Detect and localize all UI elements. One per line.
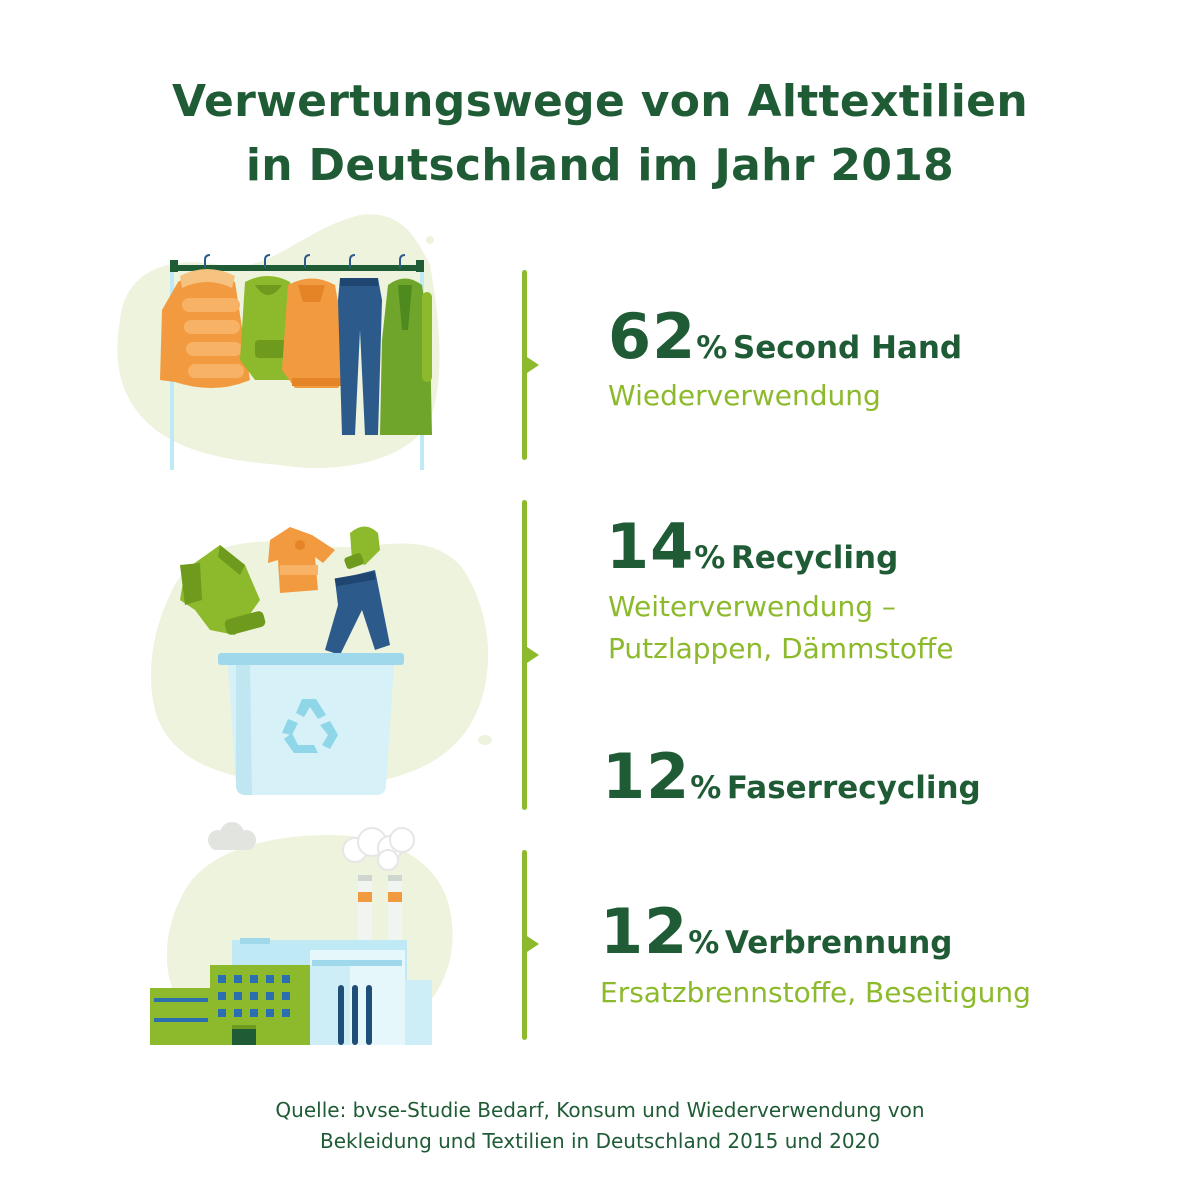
stat-number: 62	[608, 300, 697, 373]
page-title: Verwertungswege von Alttextilien in Deut…	[0, 70, 1200, 198]
source-line-1: Quelle: bvse-Studie Bedarf, Konsum und W…	[275, 1098, 925, 1122]
title-line-1: Verwertungswege von Alttextilien	[172, 76, 1028, 127]
clothes-rack-icon	[117, 214, 440, 470]
stat-description-line: Putzlappen, Dämmstoffe	[608, 632, 954, 665]
pointer-arrow-3	[527, 936, 539, 952]
stat-description: Wiederverwendung	[608, 375, 881, 417]
stat-description-line: Weiterverwendung –	[608, 590, 896, 623]
stat-description: Weiterverwendung – Putzlappen, Dämmstoff…	[608, 586, 954, 670]
title-line-2: in Deutschland im Jahr 2018	[245, 140, 955, 191]
stat-label: Faserrecycling	[726, 770, 981, 806]
stat-faserrecycling: 12% Faserrecycling	[602, 740, 981, 813]
stat-label: Recycling	[730, 540, 899, 576]
stat-second-hand: 62% Second Hand	[608, 300, 962, 373]
stat-unit: %	[694, 540, 726, 576]
stat-number: 12	[600, 895, 689, 968]
stat-unit: %	[690, 770, 722, 806]
stat-label: Second Hand	[732, 330, 963, 366]
factory-icon	[150, 822, 453, 1045]
source-note: Quelle: bvse-Studie Bedarf, Konsum und W…	[0, 1095, 1200, 1157]
divider-line-1	[522, 270, 527, 460]
pointer-arrow-2	[527, 647, 539, 663]
recycling-bin-icon	[150, 526, 492, 795]
stat-description: Ersatzbrennstoffe, Beseitigung	[600, 972, 1031, 1014]
stat-number: 12	[602, 740, 691, 813]
stat-description-line: Wiederverwendung	[608, 379, 881, 412]
stat-number: 14	[606, 510, 695, 583]
stat-label: Verbrennung	[724, 925, 953, 961]
source-line-2: Bekleidung und Textilien in Deutschland …	[320, 1129, 880, 1153]
divider-line-2	[522, 500, 527, 810]
pointer-arrow-1	[527, 357, 539, 373]
stat-unit: %	[688, 925, 720, 961]
stat-unit: %	[696, 330, 728, 366]
stat-verbrennung: 12% Verbrennung	[600, 895, 953, 968]
divider-line-3	[522, 850, 527, 1040]
stat-recycling: 14% Recycling	[606, 510, 898, 583]
stat-description-line: Ersatzbrennstoffe, Beseitigung	[600, 976, 1031, 1009]
